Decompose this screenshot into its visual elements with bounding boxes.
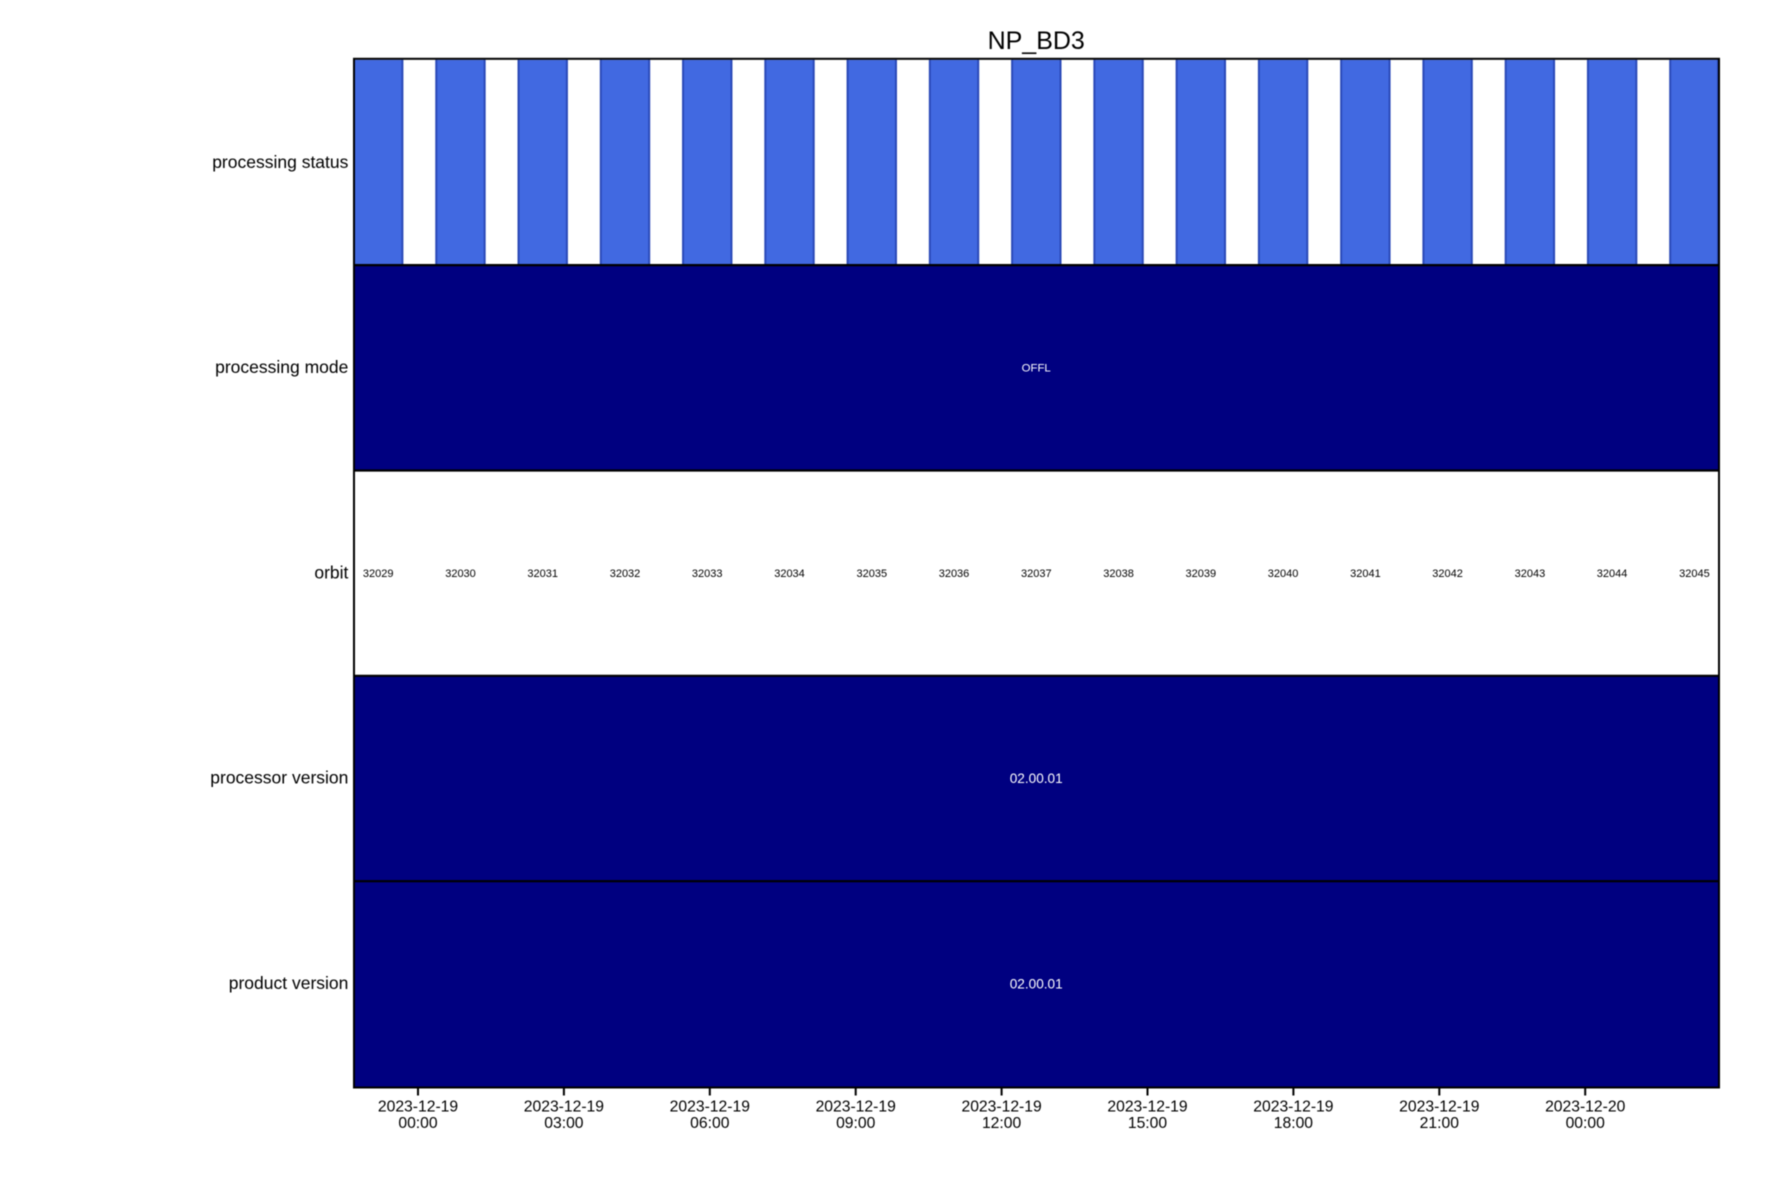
svg-text:2023-12-19: 2023-12-19 <box>1399 1098 1479 1115</box>
svg-text:32032: 32032 <box>610 568 641 580</box>
svg-text:32041: 32041 <box>1350 568 1381 580</box>
svg-text:32038: 32038 <box>1103 568 1134 580</box>
svg-text:03:00: 03:00 <box>544 1115 584 1132</box>
svg-text:21:00: 21:00 <box>1420 1115 1460 1132</box>
svg-text:09:00: 09:00 <box>836 1115 876 1132</box>
svg-text:product version: product version <box>229 973 349 993</box>
svg-text:processing mode: processing mode <box>215 357 348 377</box>
svg-text:2023-12-20: 2023-12-20 <box>1545 1098 1626 1115</box>
svg-text:32036: 32036 <box>939 568 970 580</box>
svg-text:32033: 32033 <box>692 568 723 580</box>
svg-text:32030: 32030 <box>445 568 476 580</box>
svg-text:18:00: 18:00 <box>1274 1115 1314 1132</box>
svg-text:2023-12-19: 2023-12-19 <box>1107 1098 1187 1115</box>
svg-text:32037: 32037 <box>1021 568 1052 580</box>
svg-text:32043: 32043 <box>1515 568 1546 580</box>
svg-text:2023-12-19: 2023-12-19 <box>816 1098 896 1115</box>
svg-text:2023-12-19: 2023-12-19 <box>1253 1098 1333 1115</box>
svg-text:2023-12-19: 2023-12-19 <box>524 1098 604 1115</box>
svg-text:32034: 32034 <box>774 568 805 580</box>
svg-text:06:00: 06:00 <box>690 1115 730 1132</box>
svg-text:32040: 32040 <box>1268 568 1299 580</box>
svg-text:02.00.01: 02.00.01 <box>1010 771 1063 786</box>
svg-text:2023-12-19: 2023-12-19 <box>378 1098 458 1115</box>
svg-text:OFFL: OFFL <box>1022 362 1051 374</box>
svg-text:orbit: orbit <box>314 562 348 582</box>
svg-text:processing status: processing status <box>212 152 348 172</box>
svg-text:00:00: 00:00 <box>1566 1115 1606 1132</box>
svg-text:2023-12-19: 2023-12-19 <box>670 1098 750 1115</box>
svg-text:32042: 32042 <box>1432 568 1463 580</box>
svg-text:00:00: 00:00 <box>398 1115 438 1132</box>
svg-text:02.00.01: 02.00.01 <box>1010 976 1063 991</box>
svg-text:32029: 32029 <box>363 568 394 580</box>
svg-text:32035: 32035 <box>857 568 888 580</box>
svg-text:32044: 32044 <box>1597 568 1628 580</box>
svg-text:15:00: 15:00 <box>1128 1115 1168 1132</box>
svg-text:NP_BD3: NP_BD3 <box>988 27 1085 55</box>
svg-text:12:00: 12:00 <box>982 1115 1022 1132</box>
svg-text:32031: 32031 <box>527 568 558 580</box>
svg-text:32045: 32045 <box>1679 568 1710 580</box>
svg-text:2023-12-19: 2023-12-19 <box>961 1098 1041 1115</box>
svg-text:processor version: processor version <box>210 768 348 788</box>
svg-text:32039: 32039 <box>1186 568 1217 580</box>
